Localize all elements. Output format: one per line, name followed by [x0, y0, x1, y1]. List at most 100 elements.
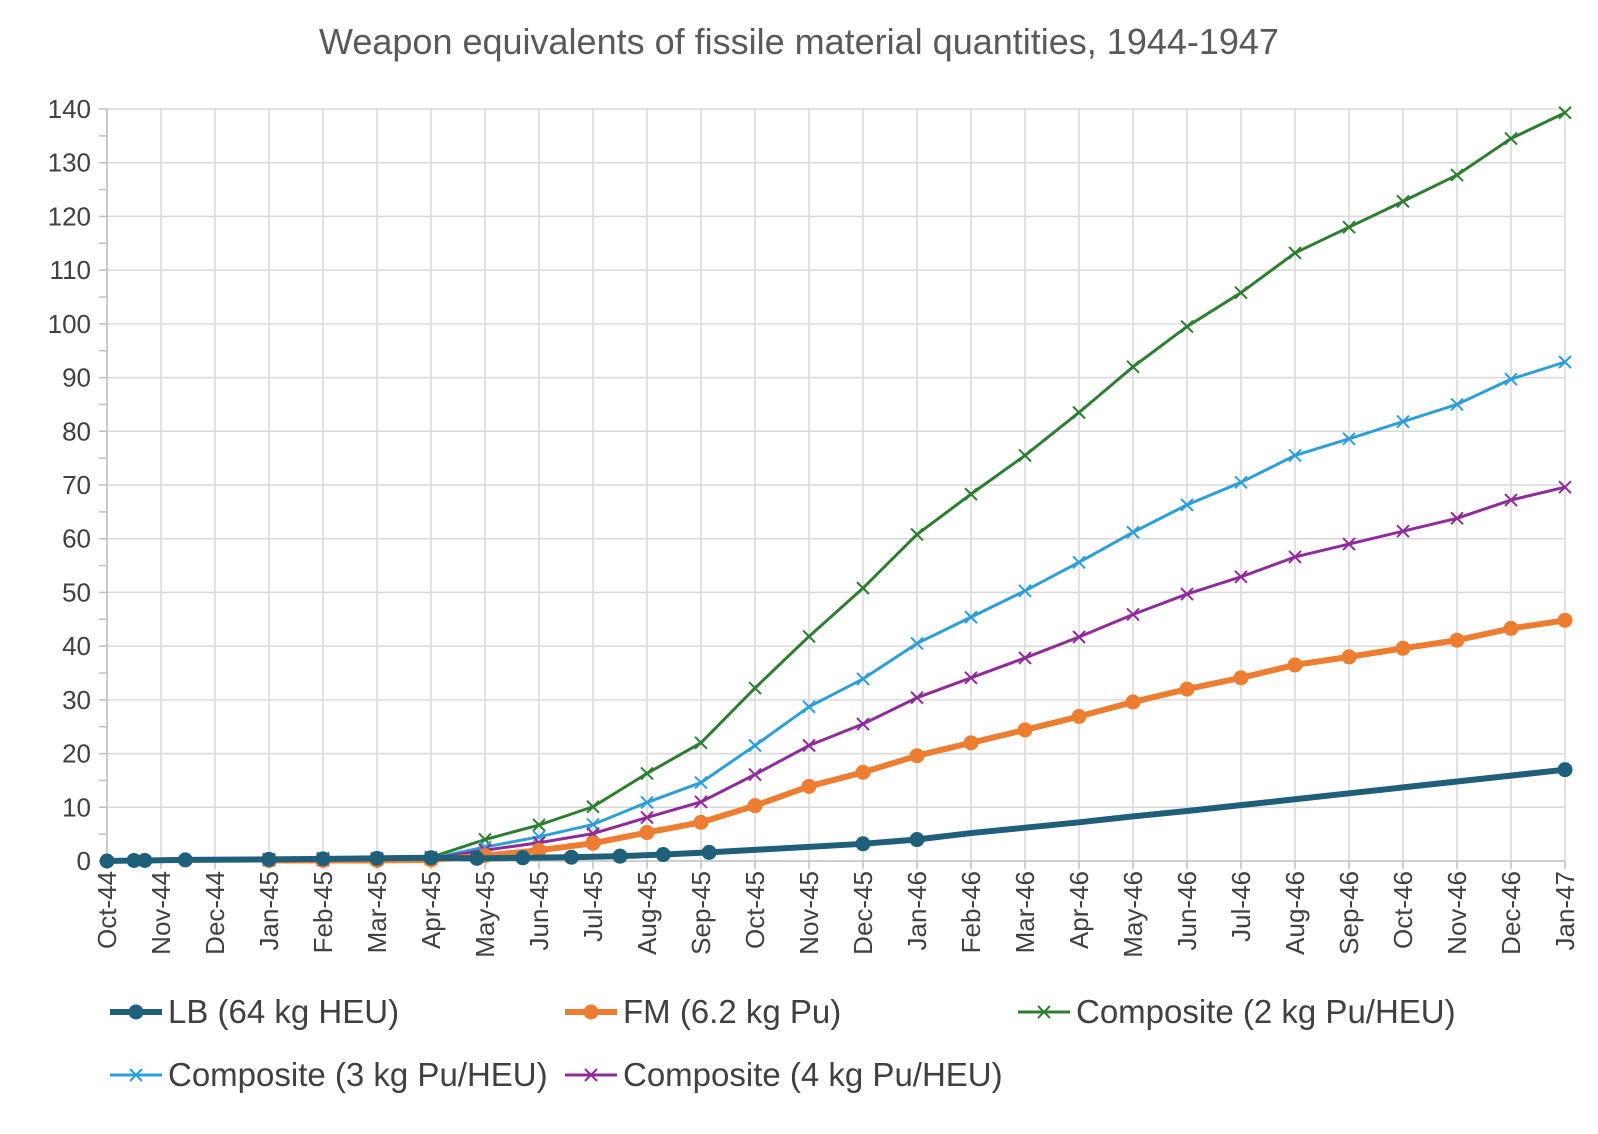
- series-composite-3-kg-pu-heu: [262, 355, 1572, 867]
- data-point: [1557, 612, 1573, 628]
- data-point: [585, 835, 601, 851]
- legend-label: FM (6.2 kg Pu): [623, 993, 841, 1030]
- data-point: [1072, 555, 1086, 570]
- y-tick-label: 30: [62, 685, 91, 715]
- y-tick-label: 120: [48, 201, 91, 231]
- data-point: [1072, 405, 1086, 420]
- data-point: [1126, 360, 1140, 374]
- data-point: [1450, 168, 1464, 182]
- data-point: [1288, 448, 1302, 463]
- data-point: [910, 691, 924, 705]
- data-point: [701, 844, 717, 860]
- x-tick-label: Dec-46: [1496, 871, 1526, 955]
- data-point: [1396, 524, 1410, 538]
- data-point: [1395, 640, 1411, 656]
- data-point: [1288, 550, 1302, 564]
- series-lb-64-kg-heu: [99, 762, 1573, 869]
- x-tick-label: Aug-46: [1280, 871, 1310, 955]
- data-point: [856, 581, 870, 595]
- data-point: [748, 738, 762, 753]
- data-point: [640, 766, 654, 781]
- x-tick-label: Apr-46: [1064, 871, 1094, 949]
- data-point: [855, 764, 871, 780]
- y-tick-label: 0: [77, 846, 91, 876]
- data-point: [1180, 319, 1194, 334]
- x-axis-tick-labels: Oct-44 Nov-44 Dec-44 Jan-45 Feb-45 Mar-45 Apr-…: [92, 871, 1580, 958]
- y-tick-label: 50: [62, 577, 91, 607]
- data-point: [856, 672, 870, 686]
- data-point: [1504, 131, 1518, 146]
- data-point: [693, 814, 709, 830]
- data-point: [177, 852, 193, 868]
- data-point: [748, 767, 762, 782]
- legend-item-lb-64-kg-heu: LB (64 kg HEU): [110, 993, 399, 1030]
- data-point: [99, 853, 115, 869]
- data-point: [1450, 397, 1464, 412]
- legend-label: Composite (4 kg Pu/HEU): [623, 1056, 1003, 1093]
- x-tick-label: Nov-46: [1442, 871, 1472, 955]
- y-tick-label: 70: [62, 470, 91, 500]
- y-tick-label: 20: [62, 739, 91, 769]
- data-point: [694, 736, 708, 750]
- data-point: [1126, 525, 1140, 539]
- y-tick-label: 130: [48, 148, 91, 178]
- legend-label: LB (64 kg HEU): [168, 993, 399, 1030]
- x-tick-label: Feb-46: [956, 871, 986, 953]
- y-tick-label: 80: [62, 416, 91, 446]
- data-point: [469, 850, 485, 866]
- x-tick-label: Mar-46: [1010, 871, 1040, 953]
- data-point: [1558, 106, 1572, 120]
- data-point: [1558, 355, 1572, 369]
- x-tick-label: Dec-44: [200, 871, 230, 955]
- data-point: [1558, 480, 1572, 494]
- data-point: [1126, 607, 1140, 622]
- legend-item-composite-2-kg-pu-heu: Composite (2 kg Pu/HEU): [1018, 993, 1456, 1030]
- legend: LB (64 kg HEU) FM (6.2 kg Pu) Composite (2…: [110, 993, 1456, 1093]
- x-tick-label: Jun-46: [1172, 871, 1202, 951]
- x-tick-label: Oct-45: [740, 871, 770, 949]
- legend-item-composite-3-kg-pu-heu: Composite (3 kg Pu/HEU): [110, 1056, 548, 1093]
- y-tick-label: 40: [62, 631, 91, 661]
- data-point: [423, 850, 439, 866]
- data-point: [640, 795, 654, 810]
- x-tick-label: Aug-45: [632, 871, 662, 955]
- x-tick-label: Nov-45: [794, 871, 824, 955]
- data-point: [748, 681, 762, 695]
- data-point: [1018, 651, 1032, 665]
- legend-marker: [583, 1004, 599, 1020]
- data-point: [655, 847, 671, 863]
- data-point: [1018, 584, 1032, 598]
- legend-marker: [129, 1068, 143, 1082]
- x-tick-label: Mar-45: [362, 871, 392, 953]
- data-point: [909, 832, 925, 848]
- data-point: [963, 735, 979, 751]
- data-point: [532, 818, 546, 832]
- legend-item-composite-4-kg-pu-heu: Composite (4 kg Pu/HEU): [565, 1056, 1003, 1093]
- x-tick-label: Oct-44: [92, 871, 122, 949]
- x-tick-label: May-45: [470, 871, 500, 958]
- data-point: [1503, 620, 1519, 636]
- data-point: [640, 810, 654, 825]
- data-point: [964, 610, 978, 624]
- x-tick-label: Jan-47: [1550, 871, 1580, 951]
- data-point: [1234, 285, 1248, 300]
- data-point: [910, 527, 924, 542]
- data-point: [1396, 414, 1410, 429]
- y-axis-tick-labels: 0 10 20 30 40 50 60 70 80 90 100 110 120 130 140: [48, 94, 91, 876]
- data-point: [801, 778, 817, 794]
- data-point: [515, 850, 531, 866]
- y-tick-label: 110: [50, 255, 91, 285]
- y-tick-label: 90: [62, 363, 91, 393]
- data-point: [1450, 511, 1464, 526]
- data-point: [1017, 722, 1033, 738]
- x-tick-label: Oct-46: [1388, 871, 1418, 949]
- x-tick-label: Jan-46: [902, 871, 932, 951]
- data-point: [694, 775, 708, 790]
- legend-marker: [128, 1004, 144, 1020]
- data-point: [612, 848, 628, 864]
- data-point: [1287, 657, 1303, 673]
- data-point: [1180, 587, 1194, 601]
- legend-label: Composite (3 kg Pu/HEU): [168, 1056, 548, 1093]
- data-point: [1125, 694, 1141, 710]
